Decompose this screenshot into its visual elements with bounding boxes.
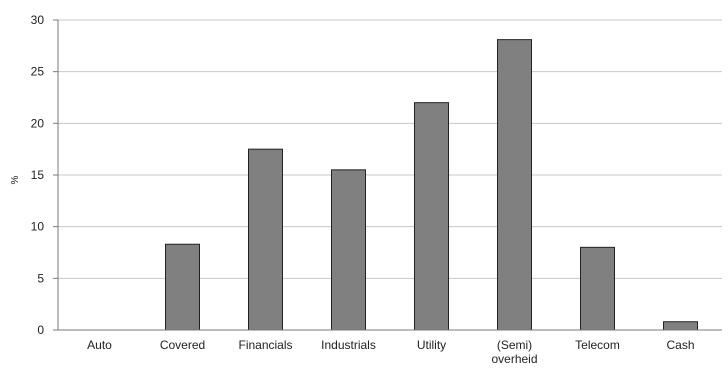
bar-2 <box>248 148 283 331</box>
x-tick-label-1: Covered <box>160 338 205 352</box>
y-tick-label-1: 5 <box>37 271 44 285</box>
y-tick-label-0: 0 <box>37 323 44 337</box>
gridlines <box>58 19 722 279</box>
bar-4 <box>414 102 449 331</box>
x-tick-label-2: Financials <box>238 338 292 352</box>
x-tick-label-0: Auto <box>87 338 112 352</box>
y-axis-ticks: 0 5 10 15 20 25 30 <box>31 13 59 337</box>
bar-5 <box>497 39 532 331</box>
y-axis-label: % <box>10 175 21 184</box>
y-tick-label-5: 25 <box>31 65 45 79</box>
bar-6 <box>580 246 615 331</box>
bar-3 <box>331 169 366 331</box>
x-tick-label-3: Industrials <box>321 338 376 352</box>
bars <box>165 39 698 331</box>
y-tick-label-6: 30 <box>31 13 45 27</box>
y-tick-label-3: 15 <box>31 168 45 182</box>
bar-1 <box>165 243 200 331</box>
x-tick-label-6: Telecom <box>575 338 620 352</box>
x-tick-label-7: Cash <box>666 338 694 352</box>
y-tick-label-4: 20 <box>31 116 45 130</box>
x-tick-label-4: Utility <box>417 338 446 352</box>
bar-7 <box>663 321 698 331</box>
y-tick-label-2: 10 <box>31 220 45 234</box>
x-tick-label-5: (Semi) overheid <box>491 338 537 366</box>
x-axis-ticks: Auto Covered Financials Industrials Utility (… <box>87 338 694 366</box>
